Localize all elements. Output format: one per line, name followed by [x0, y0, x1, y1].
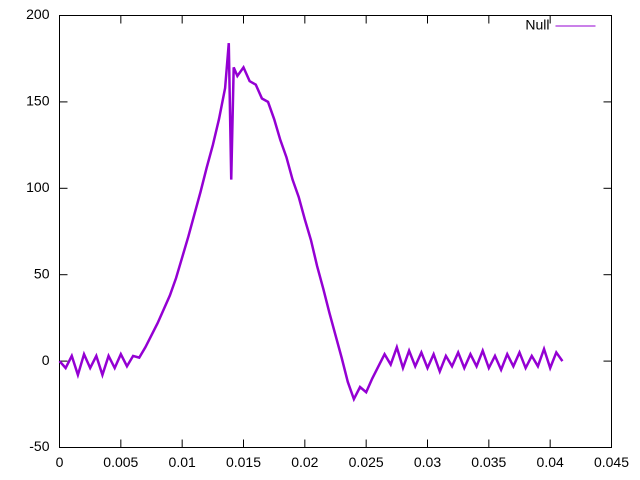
x-tick-label: 0.01 [169, 454, 196, 470]
data-line [58, 43, 564, 403]
x-tick-label: 0.04 [537, 454, 564, 470]
legend-label: Null [525, 17, 549, 33]
y-tick-label: 100 [26, 179, 50, 195]
y-tick-label: 150 [26, 93, 50, 109]
x-tick-label: 0.045 [594, 454, 629, 470]
x-tick-label: 0.015 [226, 454, 261, 470]
y-tick-label: 200 [26, 6, 50, 22]
x-tick-label: 0.025 [349, 454, 384, 470]
y-tick-label: -50 [29, 438, 49, 454]
x-tick-label: 0.005 [103, 454, 138, 470]
plot-frame [59, 15, 612, 448]
y-tick-label: 0 [42, 352, 50, 368]
x-tick-label: 0 [56, 454, 64, 470]
y-tick-label: 50 [34, 265, 50, 281]
x-tick-label: 0.035 [471, 454, 506, 470]
x-tick-label: 0.02 [291, 454, 318, 470]
x-tick-label: 0.03 [414, 454, 441, 470]
